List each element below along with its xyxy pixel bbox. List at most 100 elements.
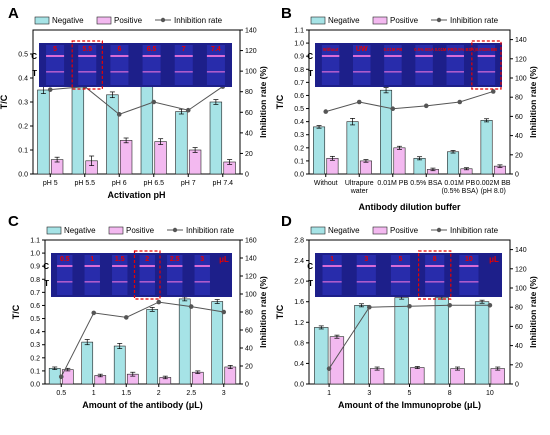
bar-negative [474,301,490,385]
strip-lane-label: 6.5 [147,46,157,53]
x-tick-label-line: 2.5 [186,390,196,397]
bar-negative [178,298,191,385]
x-tick-label-line: 1 [92,390,96,397]
strip-band-c [46,55,65,57]
x-tick-label: pH 6 [112,180,127,187]
panel-label: A [8,5,19,22]
legend-swatch-negative [310,16,326,25]
bar-negative [394,297,409,385]
bar-negative [106,94,119,175]
y-tick-label: 2.8 [294,238,304,245]
legend-swatch-positive [96,16,112,25]
y2-axis-label: Inhibition rate (%) [528,276,538,348]
y2-axis-label: Inhibition rate (%) [258,66,268,138]
x-tick-label-line: 2 [157,390,161,397]
strip-band-c [425,265,445,267]
strip-band-c [446,55,464,57]
y-tick-label: 1.1 [30,238,40,245]
strip-unit-label: μL [489,255,499,264]
y-tick-label: 2.4 [294,258,304,265]
x-tick-label-line: 8 [448,390,452,397]
y-tick-label: 0.1 [18,148,28,155]
bar-negative [211,301,224,385]
legend-swatch-positive [372,226,388,235]
bar-positive [369,368,385,385]
y-tick-label: 0.8 [30,277,40,284]
bar-positive [490,368,505,385]
strip-lane-label: 3 [200,256,204,263]
strip-band-t [477,71,496,73]
strip-image [315,43,502,87]
strip-band-c [321,55,340,57]
y2-tick-label: 40 [245,130,253,137]
strip-highlight-box [133,250,161,300]
x-tick-label-line: 0.01M PB [377,180,408,187]
strip-lane-label: 5 [53,46,57,53]
x-tick-label-line: 3 [222,390,226,397]
panel-d: D 0.0 0.4 0.8 1.2 1.6 2.0 2.4 2.8 0 20 40 60 80 100 120… [275,213,538,410]
y2-tick-label: 60 [515,324,523,331]
plot-frame [308,29,511,175]
legend-swatch-positive [108,226,124,235]
strip-band-t [356,281,376,283]
strip-lane-label: 3 [364,256,368,263]
legend-swatch-negative [46,226,62,235]
bar-positive [326,157,339,175]
x-tick-label-line: (pH 8.0) [481,188,506,195]
x-tick-label-line: water [350,188,369,195]
inhibition-rate-line [325,90,494,113]
y-axis-label: T/C [11,304,21,319]
inhibition-rate-point [356,99,362,105]
strip-lane-label: 5 [399,256,403,263]
strip-band-t [139,281,155,283]
y2-tick-label: 80 [245,89,253,96]
y-tick-label: 0.4 [18,76,28,83]
legend-label-positive: Positive [114,16,143,25]
bar-negative [37,89,50,175]
y2-tick-label: 120 [245,48,257,55]
bar-negative [380,89,393,175]
bar-negative [313,126,326,175]
bar-negative [480,120,493,175]
legend-label-rate: Inhibition rate [450,16,499,25]
panel-label: D [281,213,292,230]
x-tick-label-line: 0.01M PB [444,180,475,187]
strip-band-c [57,265,73,267]
x-tick-label: 0.5 [56,390,66,397]
y2-tick-label: 140 [245,256,257,263]
y-tick-label: 0.6 [30,303,40,310]
x-tick-label-line: 1 [327,390,331,397]
strip-band-t [322,281,342,283]
x-tick-label: pH 7.4 [212,180,233,187]
y-tick-label: 0.0 [30,382,40,389]
strip-band-t [174,71,193,73]
x-tick-label-line: Without [314,180,338,187]
inhibition-rate-point [326,366,332,371]
y2-tick-label: 0 [515,172,519,179]
strip-lane-label: 2.5 [170,256,180,263]
panel-label: C [8,213,19,230]
x-tick-label: 3 [367,390,371,397]
inhibition-rate-point [123,315,129,320]
inhibition-rate-point [188,304,194,309]
strip-band-c [78,55,97,57]
bar-negative [113,345,126,385]
legend-label-rate: Inhibition rate [450,226,499,235]
x-tick-label: 1 [327,390,331,397]
x-tick-label-line: (0.5% BSA) [441,188,478,195]
y2-tick-label: 0 [245,382,249,389]
y2-tick-label: 40 [515,343,523,350]
y2-tick-label: 40 [515,133,523,140]
legend-marker-rate [172,227,178,233]
strip-band-t [167,281,183,283]
y-tick-label: 0.2 [294,145,304,152]
legend-label-positive: Positive [390,226,419,235]
inhibition-rate-line [50,86,224,115]
legend-label-rate: Inhibition rate [186,226,235,235]
strip-lane-label: 7 [182,46,186,53]
inhibition-rate-point [58,374,64,380]
bar-positive [359,160,372,175]
x-tick-label: pH 6.5 [143,180,164,187]
strip-band-t [84,281,100,283]
inhibition-rate-point [390,106,396,112]
